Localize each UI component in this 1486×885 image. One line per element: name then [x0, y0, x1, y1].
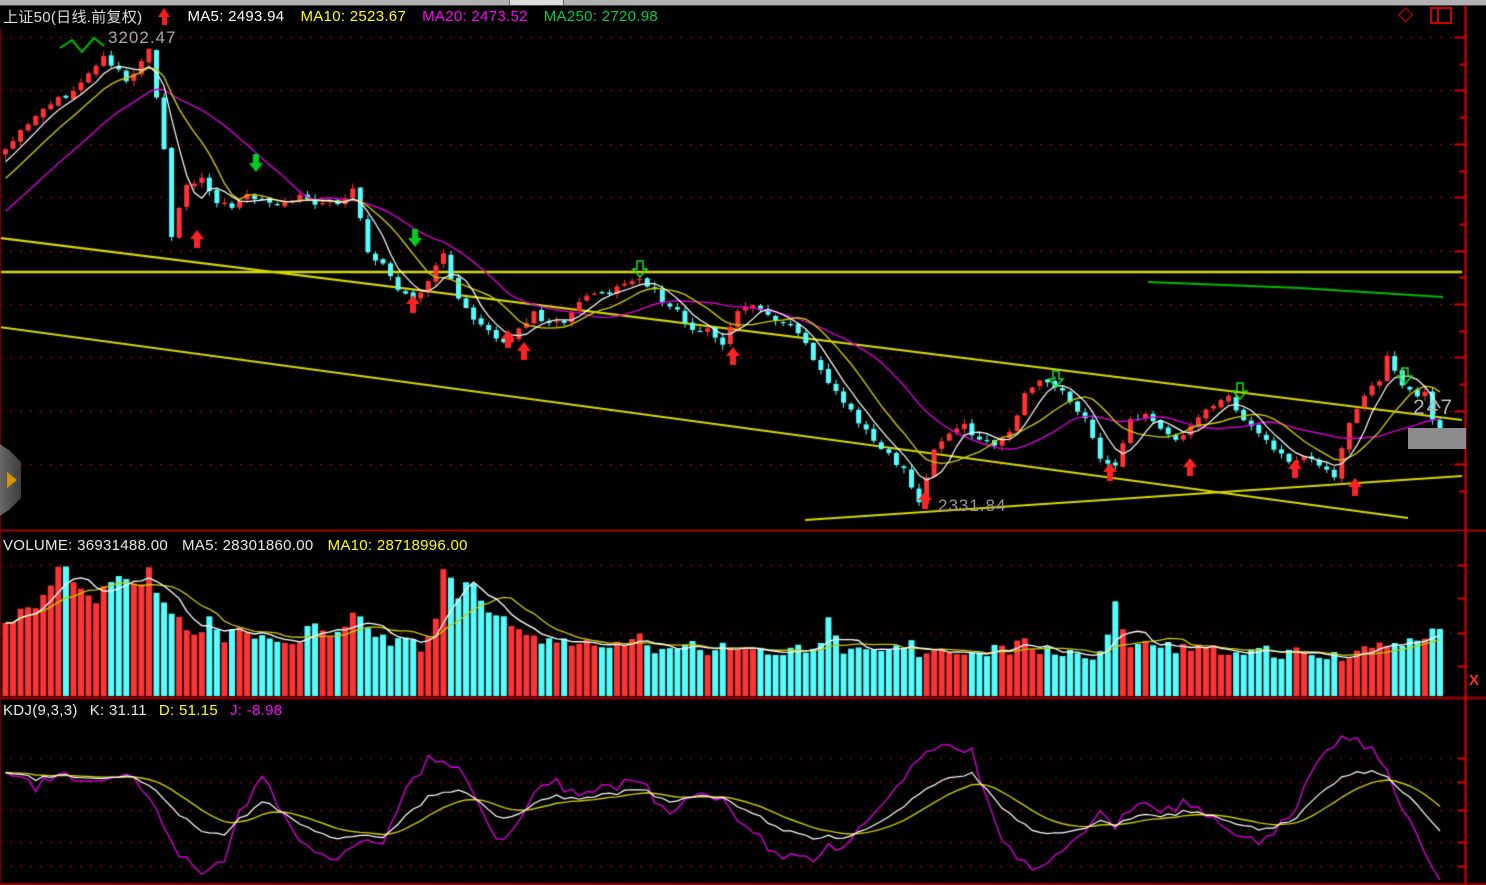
- symbol-title: 上证50(日线.前复权): [3, 8, 143, 26]
- side-panel-handle[interactable]: [0, 444, 21, 516]
- window-icon-divider: [1437, 9, 1439, 22]
- ma250-legend: MA250: 2720.98: [543, 7, 659, 25]
- scale-marker-label: X: [1469, 672, 1480, 689]
- window-restore-icon[interactable]: [1430, 7, 1452, 24]
- toolbar-edge-segment: [510, 0, 563, 5]
- high-price-label: 3202.47: [108, 28, 177, 47]
- kdj-d-label: D: 51.15: [158, 701, 218, 719]
- main-chart-header: 上证50(日线.前复权) MA5: 2493.94 MA10: 2523.67 …: [3, 6, 658, 26]
- volume-value-label: VOLUME: 36931488.00: [3, 536, 168, 554]
- kdj-k-label: K: 31.11: [89, 701, 147, 719]
- toolbar-notch: [563, 0, 564, 5]
- last-price-tag: [1408, 428, 1466, 449]
- ma10-legend: MA10: 2523.67: [300, 7, 407, 25]
- kdj-pane-header: KDJ(9,3,3) K: 31.11 D: 51.15 J: -8.98: [3, 701, 282, 719]
- last-price-label: 247: [1413, 396, 1455, 419]
- ma20-legend: MA20: 2473.52: [422, 7, 528, 25]
- volume-ma5-label: MA5: 28301860.00: [181, 536, 314, 554]
- top-toolbar-edge: [0, 0, 1486, 6]
- diamond-icon[interactable]: ◇: [1398, 3, 1414, 25]
- ma5-legend: MA5: 2493.94: [187, 7, 285, 25]
- kdj-j-label: J: -8.98: [229, 701, 283, 719]
- volume-pane-header: VOLUME: 36931488.00 MA5: 28301860.00 MA1…: [3, 536, 468, 554]
- kdj-name-label: KDJ(9,3,3): [3, 701, 78, 719]
- toolbar-notch: [509, 0, 510, 5]
- trend-up-arrow-icon: [158, 7, 171, 25]
- expand-arrow-icon: [7, 472, 17, 488]
- volume-ma10-label: MA10: 28718996.00: [327, 536, 468, 554]
- low-price-label: 2331.84: [938, 496, 1007, 515]
